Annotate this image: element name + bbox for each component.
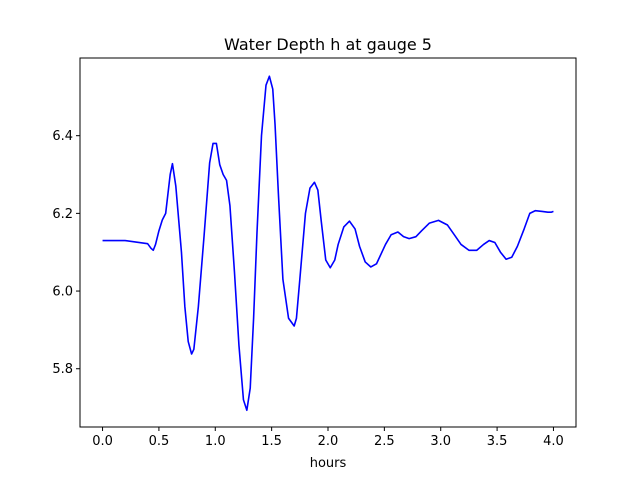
x-tick-label: 0.0 [92,434,113,449]
x-axis-label: hours [310,456,347,471]
x-tick-label: 0.5 [149,434,170,449]
y-tick-label: 5.8 [52,362,73,377]
x-tick-label: 3.5 [487,434,508,449]
y-axis-ticks: 5.8 6.0 6.2 6.4 [52,129,80,377]
x-axis-ticks: 0.0 0.5 1.0 1.5 2.0 2.5 3.0 3.5 4.0 [92,427,564,449]
x-tick-label: 4.0 [543,434,564,449]
x-tick-label: 2.5 [374,434,395,449]
plot-area [79,57,577,428]
series-line-0 [102,75,554,412]
plot-frame [79,57,577,428]
chart-title: Water Depth h at gauge 5 [224,35,432,54]
y-tick-label: 6.2 [52,207,73,222]
x-tick-label: 2.0 [318,434,339,449]
x-tick-label: 1.5 [261,434,282,449]
x-tick-label: 1.0 [205,434,226,449]
y-tick-label: 6.4 [52,129,73,144]
x-tick-label: 3.0 [430,434,451,449]
y-tick-label: 6.0 [52,285,73,300]
